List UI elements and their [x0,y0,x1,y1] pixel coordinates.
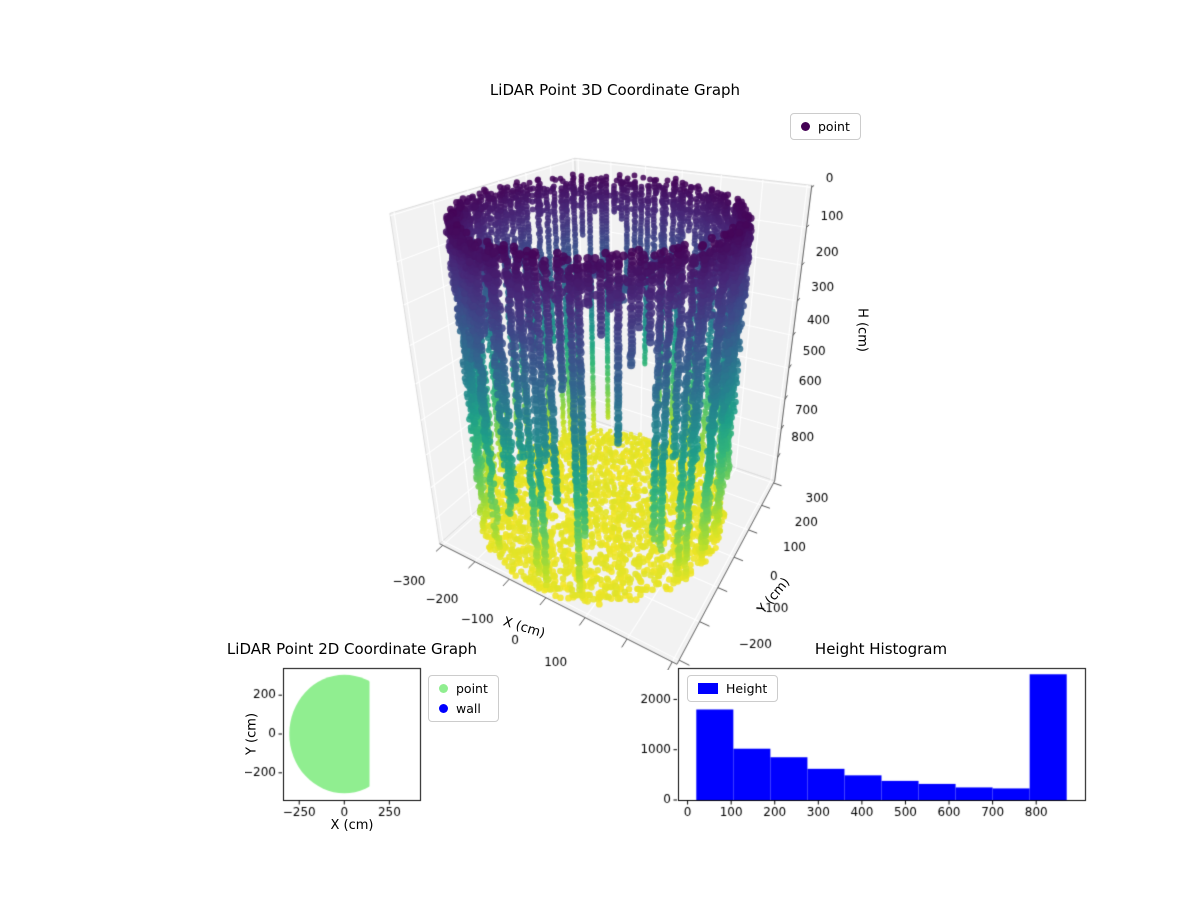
chart-2d-scatter-canvas [245,655,445,835]
chart-3d-scatter-canvas [360,100,900,670]
legend-label-point: point [456,681,488,696]
wall-marker-icon [439,704,448,713]
chart-3d-title: LiDAR Point 3D Coordinate Graph [489,81,741,99]
chart-3d-legend: point [790,113,861,140]
legend-label-point: point [818,119,850,134]
histogram-title: Height Histogram [814,640,948,658]
legend-label-height: Height [726,681,768,696]
chart-2d-xaxis-label: X (cm) [330,818,374,833]
legend-entry-height: Height [698,681,767,696]
legend-entry-point: point [439,681,488,696]
histogram-legend: Height [687,675,779,702]
point-marker-icon [439,684,448,693]
chart-3d-zaxis-label: H (cm) [854,308,870,352]
point-marker-icon [801,122,810,131]
legend-label-wall: wall [456,701,481,716]
chart-2d-yaxis-label: Y (cm) [244,712,260,756]
legend-entry-point: point [801,119,850,134]
height-patch-icon [698,683,718,694]
chart-2d-legend: point wall [428,675,499,722]
chart-2d-title: LiDAR Point 2D Coordinate Graph [226,640,478,658]
legend-entry-wall: wall [439,701,488,716]
